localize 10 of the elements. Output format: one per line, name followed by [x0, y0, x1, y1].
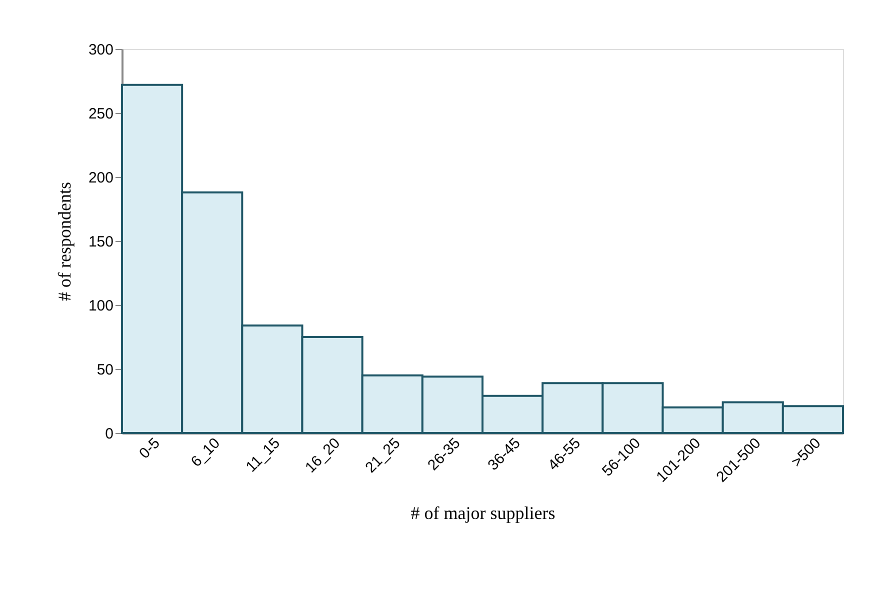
x-tick-label: 0-5	[136, 434, 164, 462]
y-tick-label: 0	[105, 426, 114, 442]
y-tick-label: 300	[88, 42, 114, 58]
y-tick-label: 150	[88, 234, 114, 250]
y-tick-label: 50	[96, 362, 114, 378]
x-axis-title: # of major suppliers	[410, 503, 556, 524]
y-tick-label: 100	[88, 298, 114, 314]
y-tick-label: 200	[88, 170, 114, 186]
y-axis-title: # of respondents	[54, 182, 74, 301]
y-tick-label: 250	[88, 106, 114, 122]
